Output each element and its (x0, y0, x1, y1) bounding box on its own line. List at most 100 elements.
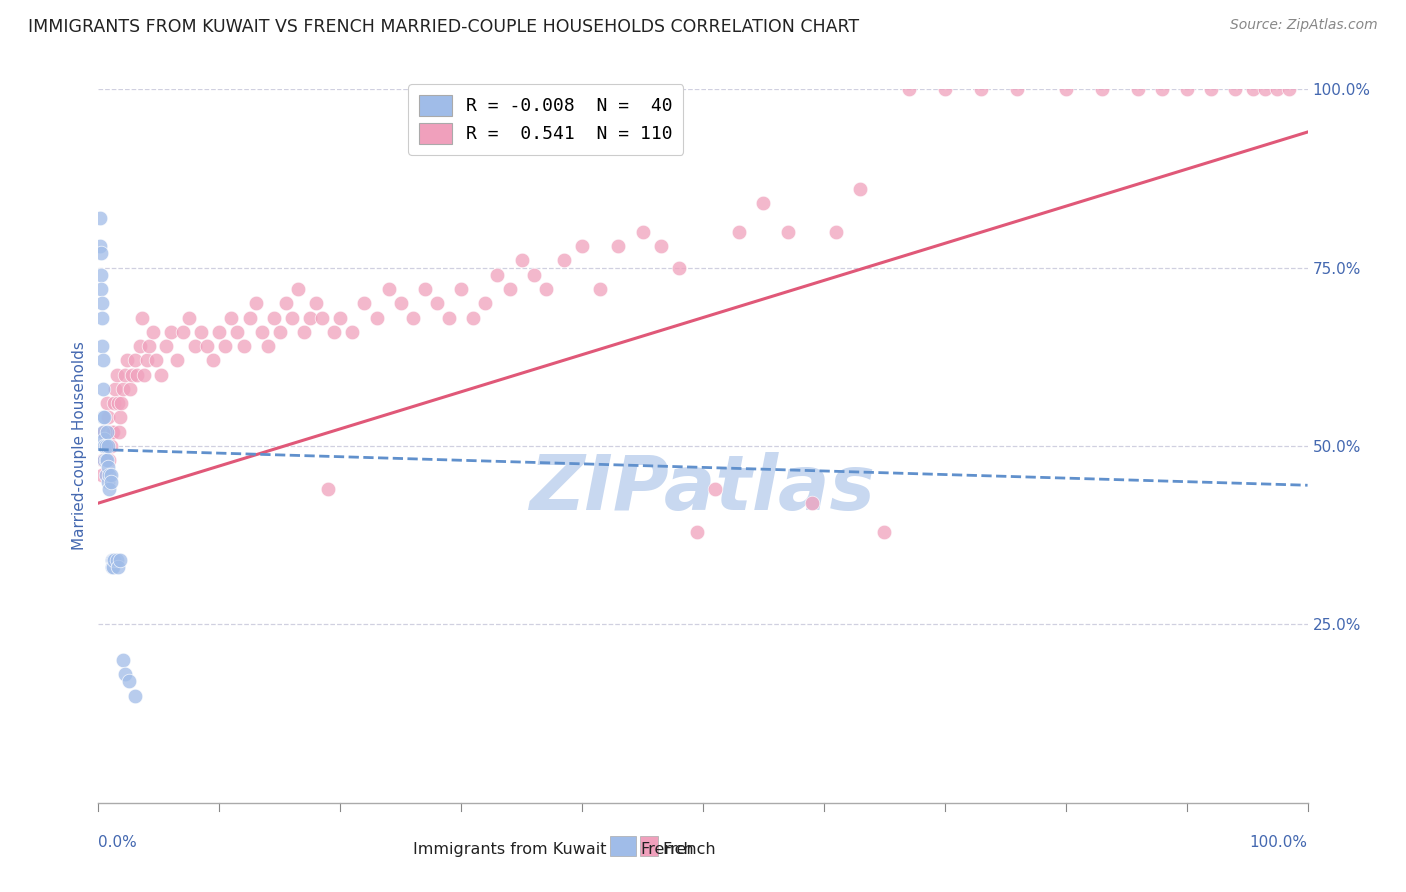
Point (114, 667, 136, 681)
Point (94, 453, 117, 467)
Point (650, 239, 672, 253)
Point (474, 296, 496, 310)
Point (103, 553, 125, 567)
Point (105, 368, 128, 382)
Point (91, 410, 114, 425)
Point (329, 310, 352, 325)
Point (366, 310, 388, 325)
Text: French: French (640, 842, 693, 857)
Point (96, 425, 118, 439)
Point (134, 368, 156, 382)
Point (117, 353, 139, 368)
Point (93, 425, 115, 439)
Point (323, 325, 346, 339)
Point (118, 674, 141, 689)
Point (342, 325, 364, 339)
Point (127, 368, 149, 382)
Point (93, 439, 115, 453)
Point (172, 325, 194, 339)
Point (94, 439, 117, 453)
Point (553, 253, 575, 268)
Point (105, 553, 128, 567)
Point (91, 425, 114, 439)
Point (426, 296, 449, 310)
Point (413, 282, 436, 296)
Point (292, 325, 315, 339)
Point (589, 282, 612, 296)
Point (1254, 82, 1277, 96)
Point (269, 325, 291, 339)
Point (934, 82, 956, 96)
Point (98, 453, 121, 467)
Point (108, 410, 131, 425)
Point (91, 382, 114, 396)
FancyBboxPatch shape (610, 837, 637, 856)
Point (101, 553, 124, 567)
Point (108, 425, 131, 439)
Point (873, 524, 896, 539)
Point (353, 296, 375, 310)
Point (226, 325, 249, 339)
Point (89, 211, 111, 225)
Point (98, 467, 121, 482)
Point (100, 475, 122, 489)
Point (100, 560, 122, 574)
Text: ZIPatlas: ZIPatlas (530, 452, 876, 525)
Point (214, 339, 236, 353)
Point (1199, 82, 1222, 96)
Point (93, 453, 115, 467)
Point (208, 325, 231, 339)
Point (90, 268, 112, 282)
Point (631, 225, 654, 239)
Point (897, 82, 920, 96)
Point (94, 467, 117, 482)
Point (91, 339, 114, 353)
Point (534, 282, 557, 296)
Point (232, 339, 254, 353)
Point (437, 310, 460, 325)
Point (498, 282, 520, 296)
Point (101, 425, 124, 439)
Point (100, 439, 122, 453)
Point (281, 310, 304, 325)
Point (100, 467, 122, 482)
Text: Immigrants from Kuwait: Immigrants from Kuwait (413, 842, 606, 857)
Point (202, 353, 225, 368)
Point (90, 246, 112, 260)
Legend: R = -0.008  N =  40, R =  0.541  N = 110: R = -0.008 N = 40, R = 0.541 N = 110 (408, 84, 683, 154)
Point (607, 239, 630, 253)
Point (195, 339, 218, 353)
Point (124, 353, 146, 368)
Text: Source: ZipAtlas.com: Source: ZipAtlas.com (1230, 18, 1378, 32)
Point (1128, 82, 1150, 96)
Point (486, 268, 509, 282)
Point (970, 82, 993, 96)
Point (155, 339, 177, 353)
Point (131, 310, 153, 325)
Point (377, 282, 399, 296)
Point (96, 453, 118, 467)
Point (118, 382, 141, 396)
Point (98, 482, 121, 496)
Point (1007, 82, 1029, 96)
Point (1152, 82, 1174, 96)
Point (463, 310, 485, 325)
Point (239, 310, 262, 325)
Point (97, 475, 120, 489)
Point (90, 282, 112, 296)
Point (523, 268, 546, 282)
Point (728, 225, 751, 239)
Point (97, 460, 120, 475)
Point (160, 325, 183, 339)
Point (108, 553, 131, 567)
Point (221, 310, 243, 325)
Point (135, 353, 157, 368)
Point (316, 482, 339, 496)
Text: 100.0%: 100.0% (1250, 835, 1308, 850)
Point (91, 296, 114, 310)
Point (138, 339, 160, 353)
Point (101, 560, 124, 574)
Point (128, 339, 150, 353)
Point (1278, 82, 1301, 96)
Point (305, 296, 328, 310)
